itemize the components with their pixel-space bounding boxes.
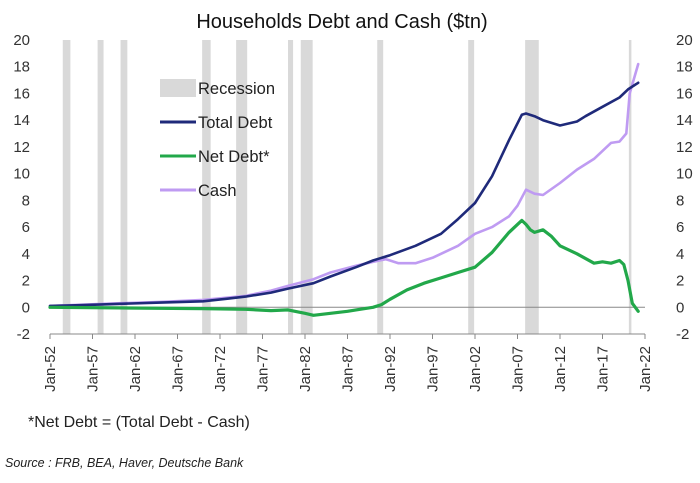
recession-band-3 <box>202 40 211 334</box>
recession-bands <box>62 40 632 334</box>
y-tick-left-11: 20 <box>13 32 30 49</box>
x-tick-4: Jan-72 <box>212 346 229 392</box>
x-tick-3: Jan-67 <box>170 346 187 392</box>
legend-label-net-debt: Net Debt* <box>198 148 270 166</box>
y-tick-right-3: 4 <box>676 246 684 263</box>
x-tick-6: Jan-82 <box>297 346 314 392</box>
recession-band-2 <box>120 40 128 334</box>
y-tick-left-8: 14 <box>13 112 30 129</box>
y-tick-right-1: 0 <box>676 299 684 316</box>
y-tick-left-9: 16 <box>13 85 30 102</box>
y-tick-right-2: 2 <box>676 273 684 290</box>
y-tick-right-10: 18 <box>676 59 693 76</box>
recession-band-5 <box>288 40 294 334</box>
y-tick-left-10: 18 <box>13 59 30 76</box>
series <box>48 62 640 317</box>
net-debt-footnote: *Net Debt = (Total Debt - Cash) <box>28 414 250 431</box>
series-line-net-debt <box>48 218 640 317</box>
y-tick-right-6: 10 <box>676 166 693 183</box>
recession-band-0 <box>62 40 71 334</box>
recession-band-8 <box>468 40 475 334</box>
y-tick-right-7: 12 <box>676 139 693 156</box>
x-tick-7: Jan-87 <box>340 346 357 392</box>
y-tick-right-4: 6 <box>676 219 684 236</box>
source-note: Source : FRB, BEA, Haver, Deutsche Bank <box>5 456 244 470</box>
series-line-total-debt <box>48 81 640 308</box>
recession-band-6 <box>300 40 313 334</box>
series-line-cash <box>48 62 640 308</box>
x-tick-2: Jan-62 <box>127 346 144 392</box>
x-tick-14: Jan-22 <box>637 346 654 392</box>
y-tick-left-2: 2 <box>22 273 30 290</box>
y-tick-right-8: 14 <box>676 112 693 129</box>
legend-label-recession: Recession <box>198 80 275 98</box>
y-tick-left-4: 6 <box>22 219 30 236</box>
recession-band-4 <box>236 40 248 334</box>
axes: -2 -2 0 0 2 2 4 4 6 6 8 8 10 10 12 12 14 14 16 16 18 18 20 20 Ja… <box>13 32 692 392</box>
recession-band-10 <box>628 40 632 334</box>
recession-band-1 <box>97 40 104 334</box>
x-tick-0: Jan-52 <box>42 346 59 392</box>
y-tick-left-5: 8 <box>22 192 30 209</box>
legend: Recession Total Debt Net Debt* Cash <box>160 79 275 200</box>
recession-band-9 <box>525 40 539 334</box>
x-tick-12: Jan-12 <box>552 346 569 392</box>
y-tick-left-3: 4 <box>22 246 30 263</box>
y-tick-right-0: -2 <box>676 326 689 343</box>
x-tick-11: Jan-07 <box>510 346 527 392</box>
x-tick-1: Jan-57 <box>85 346 102 392</box>
x-tick-13: Jan-17 <box>595 346 612 392</box>
y-tick-right-9: 16 <box>676 85 693 102</box>
x-tick-8: Jan-92 <box>382 346 399 392</box>
y-tick-right-11: 20 <box>676 32 693 49</box>
x-tick-10: Jan-02 <box>467 346 484 392</box>
legend-label-total-debt: Total Debt <box>198 114 273 132</box>
x-tick-9: Jan-97 <box>425 346 442 392</box>
chart-title: Households Debt and Cash ($tn) <box>196 11 487 33</box>
recession-band-7 <box>377 40 384 334</box>
legend-label-cash: Cash <box>198 182 237 200</box>
x-tick-5: Jan-77 <box>255 346 272 392</box>
legend-swatch-recession <box>160 79 196 97</box>
y-tick-left-6: 10 <box>13 166 30 183</box>
y-tick-left-1: 0 <box>22 299 30 316</box>
y-tick-left-7: 12 <box>13 139 30 156</box>
y-tick-left-0: -2 <box>17 326 30 343</box>
y-tick-right-5: 8 <box>676 192 684 209</box>
